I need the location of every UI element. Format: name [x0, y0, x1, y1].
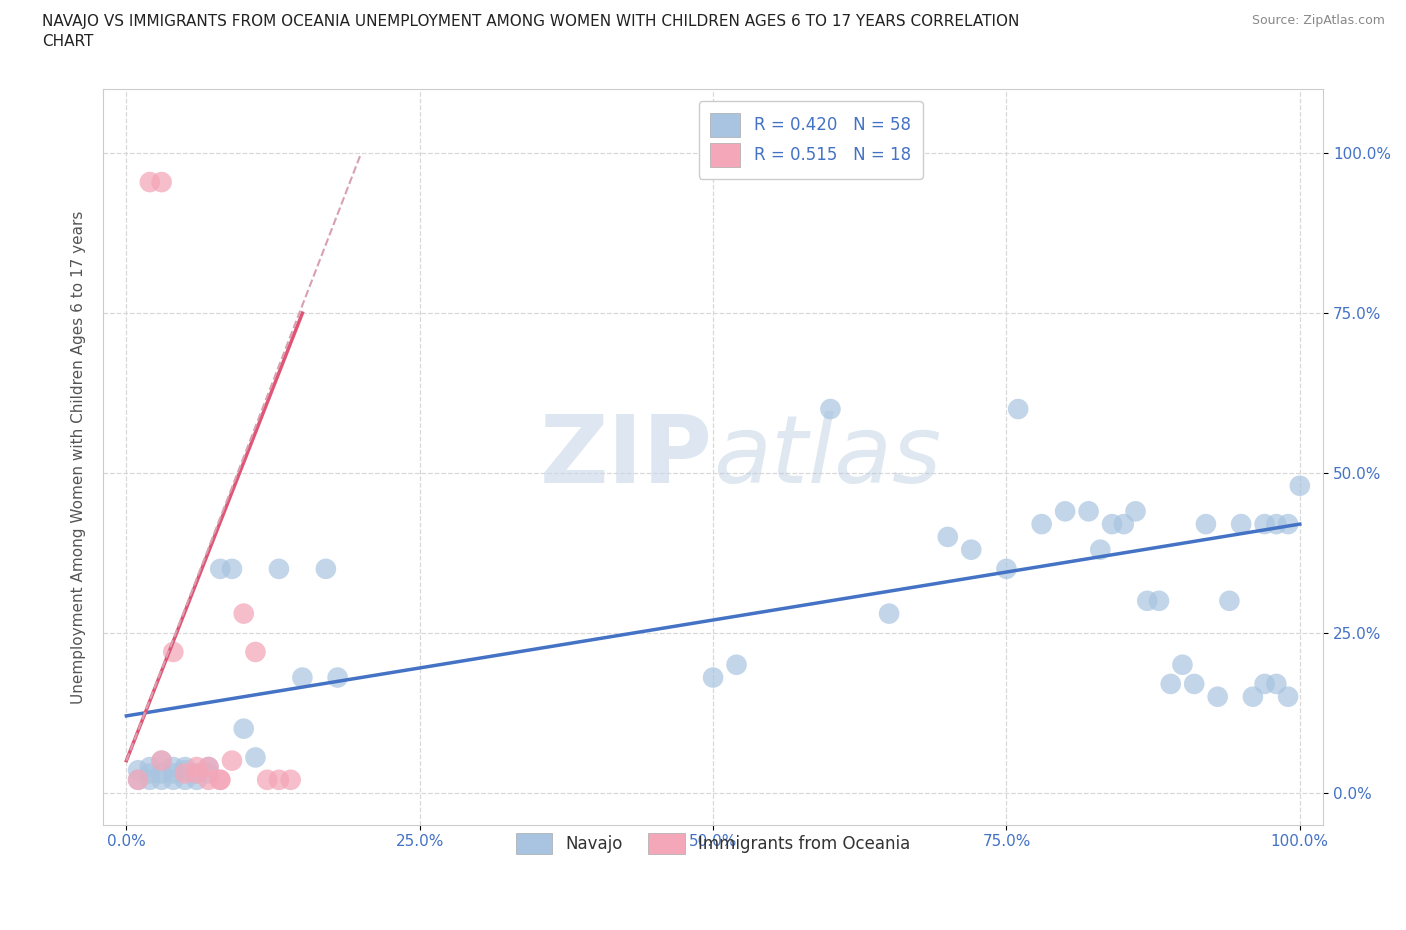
Point [1265, 517, 1288, 532]
Point [1054, 504, 1077, 519]
Point [1288, 478, 1310, 493]
Point [232, 606, 254, 621]
Point [256, 773, 278, 788]
Point [1230, 517, 1253, 532]
Point [221, 562, 243, 577]
Point [127, 763, 149, 777]
Point [1218, 593, 1240, 608]
Text: atlas: atlas [713, 411, 942, 502]
Text: ZIP: ZIP [540, 411, 713, 503]
Y-axis label: Unemployment Among Women with Children Ages 6 to 17 years: Unemployment Among Women with Children A… [72, 210, 86, 704]
Point [1277, 689, 1299, 704]
Point [150, 753, 173, 768]
Legend: Navajo, Immigrants from Oceania: Navajo, Immigrants from Oceania [509, 827, 917, 860]
Point [174, 766, 197, 781]
Point [162, 766, 184, 781]
Point [232, 722, 254, 737]
Point [1195, 517, 1218, 532]
Point [245, 750, 267, 764]
Point [139, 760, 162, 775]
Point [267, 562, 290, 577]
Point [245, 644, 267, 659]
Point [209, 773, 232, 788]
Point [209, 773, 232, 788]
Point [150, 175, 173, 190]
Point [174, 763, 197, 777]
Point [197, 760, 219, 775]
Point [1265, 676, 1288, 691]
Point [1253, 676, 1275, 691]
Point [209, 562, 232, 577]
Point [1077, 504, 1099, 519]
Point [1171, 658, 1194, 672]
Point [1206, 689, 1229, 704]
Point [280, 773, 302, 788]
Point [1031, 517, 1053, 532]
Point [1007, 402, 1029, 417]
Point [150, 766, 173, 781]
Point [127, 773, 149, 788]
Point [1147, 593, 1170, 608]
Point [725, 658, 748, 672]
Point [1090, 542, 1112, 557]
Point [702, 671, 724, 685]
Point [1253, 517, 1275, 532]
Point [162, 760, 184, 775]
Point [127, 773, 149, 788]
Point [139, 766, 162, 781]
Point [995, 562, 1018, 577]
Point [221, 753, 243, 768]
Point [1277, 517, 1299, 532]
Point [1136, 593, 1159, 608]
Point [820, 402, 842, 417]
Point [877, 606, 900, 621]
Point [315, 562, 337, 577]
Point [139, 175, 162, 190]
Point [267, 773, 290, 788]
Text: NAVAJO VS IMMIGRANTS FROM OCEANIA UNEMPLOYMENT AMONG WOMEN WITH CHILDREN AGES 6 : NAVAJO VS IMMIGRANTS FROM OCEANIA UNEMPL… [42, 14, 1019, 48]
Point [1112, 517, 1135, 532]
Point [936, 529, 959, 544]
Point [1160, 676, 1182, 691]
Point [1182, 676, 1205, 691]
Point [162, 644, 184, 659]
Point [186, 766, 208, 781]
Point [174, 760, 197, 775]
Point [186, 760, 208, 775]
Point [139, 773, 162, 788]
Point [150, 773, 173, 788]
Point [197, 760, 219, 775]
Point [326, 671, 349, 685]
Point [960, 542, 983, 557]
Point [1241, 689, 1264, 704]
Point [186, 773, 208, 788]
Point [197, 773, 219, 788]
Point [162, 773, 184, 788]
Point [1101, 517, 1123, 532]
Point [150, 753, 173, 768]
Point [197, 766, 219, 781]
Point [1125, 504, 1147, 519]
Text: Source: ZipAtlas.com: Source: ZipAtlas.com [1251, 14, 1385, 27]
Point [174, 773, 197, 788]
Point [186, 766, 208, 781]
Point [291, 671, 314, 685]
